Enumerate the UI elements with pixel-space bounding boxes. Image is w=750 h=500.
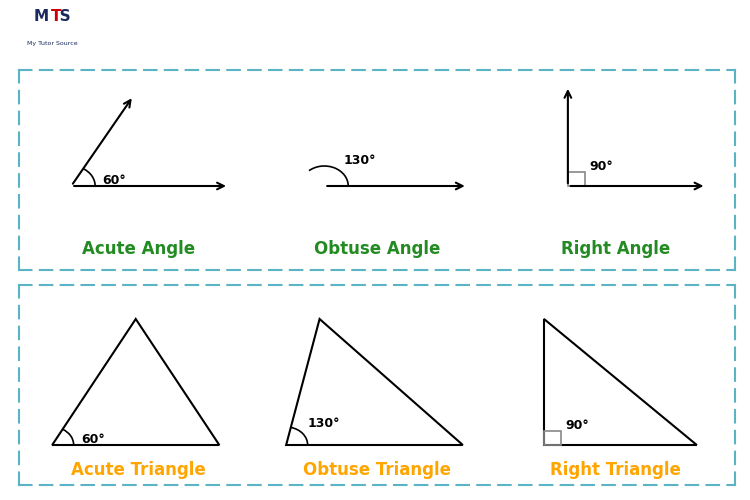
Text: 60°: 60° <box>81 433 104 446</box>
Text: 90°: 90° <box>590 160 613 173</box>
Text: Right Angle: Right Angle <box>561 240 670 258</box>
Text: 130°: 130° <box>308 417 340 430</box>
Bar <box>544 431 561 445</box>
Text: 130°: 130° <box>344 154 376 167</box>
Text: Right Triangle: Right Triangle <box>550 461 681 479</box>
Text: M  S: M S <box>34 10 70 24</box>
Text: Acute Triangle: Acute Triangle <box>70 461 206 479</box>
Text: Obtuse Triangle: Obtuse Triangle <box>303 461 451 479</box>
Text: Obtuse Angle: Obtuse Angle <box>314 240 440 258</box>
Text: Different Types of Angles and Triangles: Different Types of Angles and Triangles <box>165 18 690 42</box>
Bar <box>568 172 584 186</box>
Text: Acute Angle: Acute Angle <box>82 240 195 258</box>
Text: My Tutor Source: My Tutor Source <box>27 40 78 46</box>
FancyBboxPatch shape <box>4 3 101 57</box>
Text: 60°: 60° <box>102 174 126 187</box>
Text: 90°: 90° <box>566 419 590 432</box>
Text: T: T <box>51 10 62 24</box>
